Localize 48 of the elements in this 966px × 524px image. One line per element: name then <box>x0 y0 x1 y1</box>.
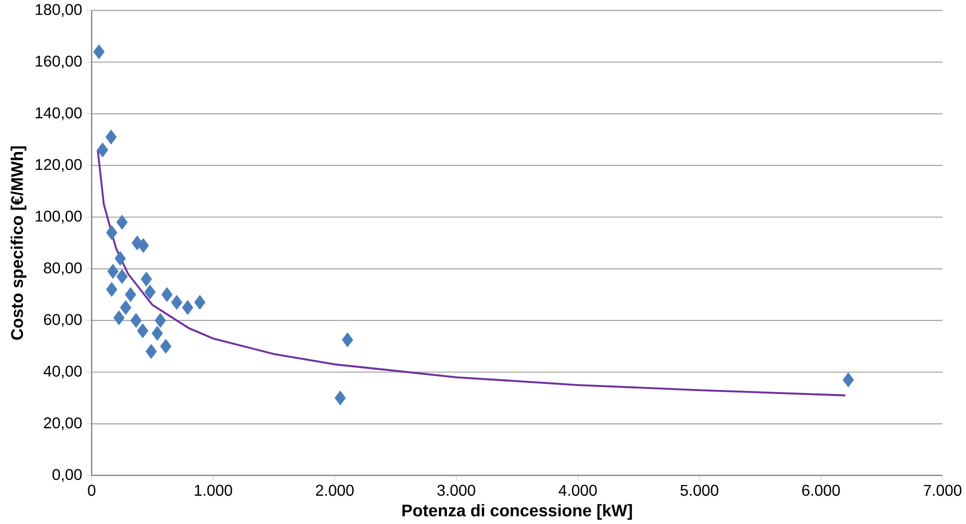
y-tick-label: 100,00 <box>36 210 82 224</box>
x-tick-label: 3.000 <box>437 484 476 496</box>
point <box>93 44 105 60</box>
point <box>114 251 126 266</box>
y-tick-label: 40,00 <box>44 366 82 379</box>
x-tick-label: 1.000 <box>194 484 232 496</box>
y-tick-label: 160,00 <box>36 56 82 69</box>
point <box>96 142 108 158</box>
y-tick-label: 20,00 <box>44 417 82 430</box>
point <box>124 287 136 302</box>
y-tick-label: 140,00 <box>36 107 82 120</box>
point <box>154 313 166 328</box>
point <box>144 284 156 300</box>
point <box>161 287 173 302</box>
point <box>130 313 142 328</box>
x-tick-label: 5.000 <box>680 484 718 496</box>
point <box>105 130 117 145</box>
point <box>106 282 118 298</box>
point <box>182 300 194 316</box>
point <box>146 344 157 360</box>
x-tick-label: 2.000 <box>316 484 354 496</box>
point <box>116 269 128 284</box>
point <box>116 214 128 230</box>
point <box>137 323 148 338</box>
point <box>842 372 854 388</box>
x-tick-label: 0 <box>88 484 96 496</box>
point <box>120 300 132 316</box>
point <box>140 272 152 287</box>
point <box>334 390 346 406</box>
point <box>106 225 118 240</box>
x-tick-label: 6.000 <box>802 484 840 496</box>
y-axis-title: Costo specifico [€/MWh] <box>10 146 26 340</box>
point <box>160 338 172 354</box>
x-axis-title: Potenza di concessione [kW] <box>402 504 632 520</box>
point <box>342 332 354 348</box>
point <box>194 295 206 310</box>
point <box>113 310 125 326</box>
point <box>171 295 182 310</box>
y-tick-label: 180,00 <box>36 4 82 18</box>
y-tick-label: 60,00 <box>44 314 82 328</box>
point <box>138 238 149 254</box>
x-tick-label: 7.000 <box>924 484 962 496</box>
x-tick-label: 4.000 <box>558 484 597 496</box>
y-tick-label: 0,00 <box>52 469 82 482</box>
y-tick-label: 80,00 <box>44 262 82 276</box>
point <box>152 326 163 341</box>
y-tick-label: 120,00 <box>36 159 82 172</box>
point <box>107 264 119 279</box>
